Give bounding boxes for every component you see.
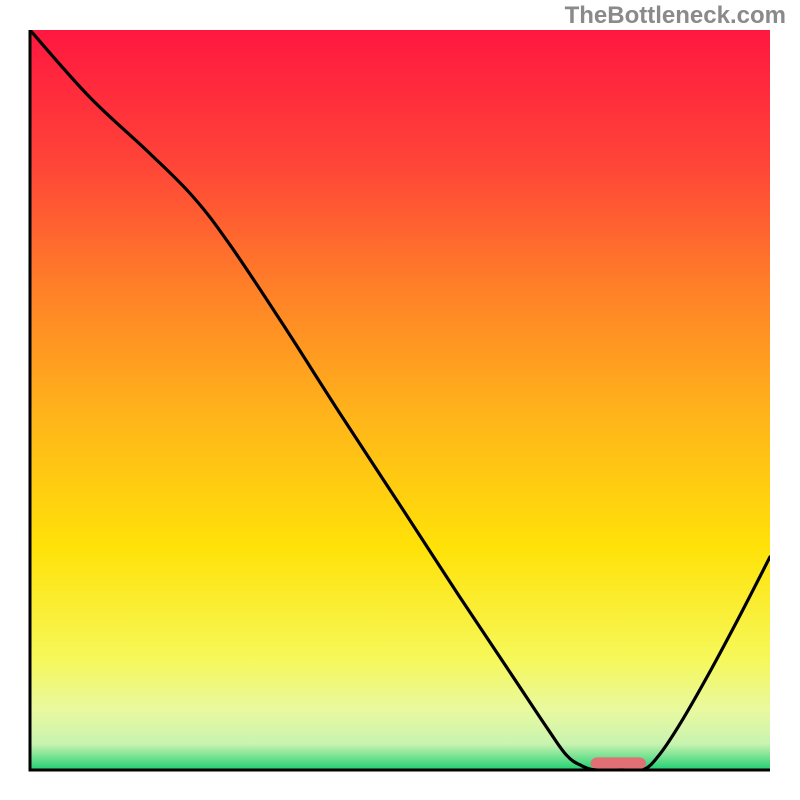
chart-container: TheBottleneck.com <box>0 0 800 800</box>
gradient-background <box>30 30 770 770</box>
optimum-marker <box>591 757 647 769</box>
bottleneck-chart <box>0 0 800 800</box>
watermark-text: TheBottleneck.com <box>565 2 786 30</box>
